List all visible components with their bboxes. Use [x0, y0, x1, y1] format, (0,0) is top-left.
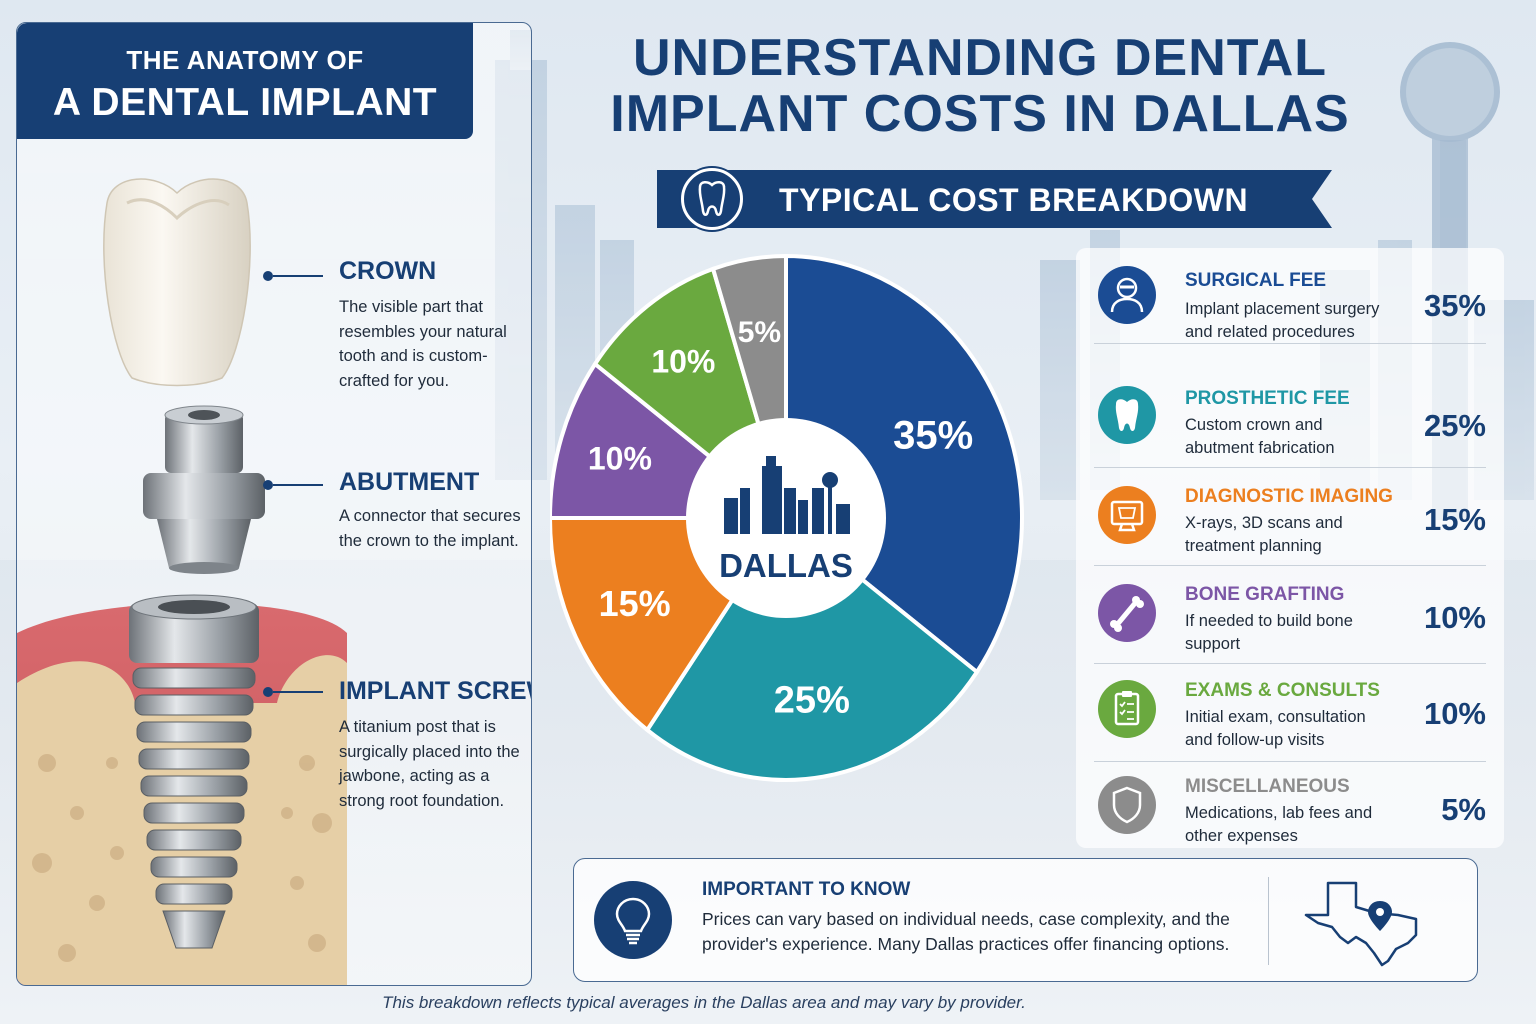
pie-slice-prosthetic-fee	[644, 515, 980, 782]
legend-divider	[1094, 761, 1486, 762]
pie-slice-surgical-fee	[784, 253, 1024, 675]
legend-title: PROSTHETIC FEE	[1185, 388, 1350, 409]
info-divider	[1268, 877, 1269, 965]
legend-row-prosthetic-fee: PROSTHETIC FEE Custom crown and abutment…	[1076, 372, 1504, 468]
legend-divider	[1094, 343, 1486, 344]
callout-dot	[263, 271, 273, 281]
legend-row-diagnostic-imaging: DIAGNOSTIC IMAGING X-rays, 3D scans and …	[1076, 470, 1504, 566]
xray-monitor-icon	[1098, 486, 1156, 544]
part-description: A titanium post that is surgically place…	[339, 718, 520, 810]
legend-title: EXAMS & CONSULTS	[1185, 680, 1380, 701]
info-title: IMPORTANT TO KNOW	[702, 879, 911, 900]
legend-description: X-rays, 3D scans and treatment planning	[1185, 514, 1343, 555]
part-description: The visible part that resembles your nat…	[339, 298, 507, 390]
important-info-box: IMPORTANT TO KNOW Prices can vary based …	[573, 858, 1478, 982]
legend-title: DIAGNOSTIC IMAGING	[1185, 486, 1393, 507]
legend-percentage: 35%	[1423, 288, 1486, 323]
pie-center-label: DALLAS	[719, 547, 853, 584]
anatomy-panel: THE ANATOMY OF A DENTAL IMPLANT	[16, 22, 532, 986]
implant-screw-graphic	[129, 594, 259, 949]
implant-illustration	[17, 178, 347, 985]
legend-description: Custom crown and abutment fabrication	[1185, 416, 1335, 457]
crown-graphic	[103, 178, 251, 387]
legend-description: If needed to build bone support	[1185, 612, 1353, 653]
callout-line	[273, 275, 323, 277]
callout-line	[273, 484, 323, 486]
pie-slice-label: 35%	[893, 414, 973, 458]
legend-percentage: 5%	[1441, 792, 1486, 827]
tooth-icon	[681, 168, 743, 230]
dallas-skyline-icon	[724, 456, 850, 534]
callout-dot	[263, 687, 273, 697]
legend-divider	[1094, 467, 1486, 468]
title-line2: IMPLANT COSTS IN DALLAS	[610, 85, 1350, 143]
legend-percentage: 15%	[1423, 502, 1486, 537]
legend-row-surgical-fee: SURGICAL FEE Implant placement surgery a…	[1076, 248, 1504, 344]
anatomy-title-line1: THE ANATOMY OF	[126, 45, 364, 75]
pie-slice-label: 25%	[774, 679, 850, 721]
title-line1: UNDERSTANDING DENTAL	[632, 29, 1328, 87]
abutment-graphic	[143, 405, 265, 574]
footnote: This breakdown reflects typical averages…	[382, 993, 1026, 1012]
part-title: IMPLANT SCREW	[339, 677, 532, 705]
legend-row-exams-consults: EXAMS & CONSULTS Initial exam, consultat…	[1076, 666, 1504, 762]
pie-slice-label: 10%	[651, 343, 715, 379]
surgeon-icon	[1098, 266, 1156, 324]
breakdown-banner: TYPICAL COST BREAKDOWN	[657, 168, 1332, 230]
lightbulb-icon	[594, 881, 672, 959]
shield-icon	[1098, 776, 1156, 834]
legend-description: Implant placement surgery and related pr…	[1185, 300, 1380, 341]
legend-divider	[1094, 565, 1486, 566]
banner-ribbon	[657, 170, 1332, 228]
info-text: Prices can vary based on individual need…	[702, 909, 1230, 954]
part-title: CROWN	[339, 257, 437, 285]
cost-legend-panel: SURGICAL FEE Implant placement surgery a…	[1076, 248, 1504, 848]
callout-dot	[263, 480, 273, 490]
legend-row-miscellaneous: MISCELLANEOUS Medications, lab fees and …	[1076, 762, 1504, 858]
legend-percentage: 10%	[1423, 696, 1486, 731]
pie-slice-label: 5%	[738, 316, 781, 349]
legend-percentage: 25%	[1423, 408, 1486, 443]
pie-slice-label: 10%	[588, 440, 652, 476]
texas-map-pin-icon	[1304, 881, 1418, 967]
legend-title: BONE GRAFTING	[1185, 584, 1345, 605]
legend-divider	[1094, 663, 1486, 664]
anatomy-banner: THE ANATOMY OF A DENTAL IMPLANT	[17, 23, 473, 139]
legend-row-bone-grafting: BONE GRAFTING If needed to build bone su…	[1076, 568, 1504, 664]
clipboard-icon	[1098, 680, 1156, 738]
part-title: ABUTMENT	[339, 468, 480, 496]
anatomy-title-line2: A DENTAL IMPLANT	[52, 81, 438, 124]
pie-slice-label: 15%	[599, 583, 671, 624]
cost-pie-chart: 35% 25% 15% 10% 10% 5% DALLAS	[550, 253, 1024, 782]
legend-percentage: 10%	[1423, 600, 1486, 635]
breakdown-label: TYPICAL COST BREAKDOWN	[779, 182, 1249, 218]
legend-title: MISCELLANEOUS	[1185, 776, 1350, 797]
legend-description: Initial exam, consultation and follow-up…	[1185, 708, 1366, 749]
legend-description: Medications, lab fees and other expenses	[1185, 804, 1373, 845]
bone-icon	[1098, 584, 1156, 642]
legend-title: SURGICAL FEE	[1185, 270, 1327, 291]
callout-line	[273, 691, 323, 693]
page-title: UNDERSTANDING DENTAL IMPLANT COSTS IN DA…	[560, 30, 1400, 142]
part-description: A connector that secures the crown to th…	[339, 507, 521, 550]
tooth-icon	[1098, 386, 1156, 444]
